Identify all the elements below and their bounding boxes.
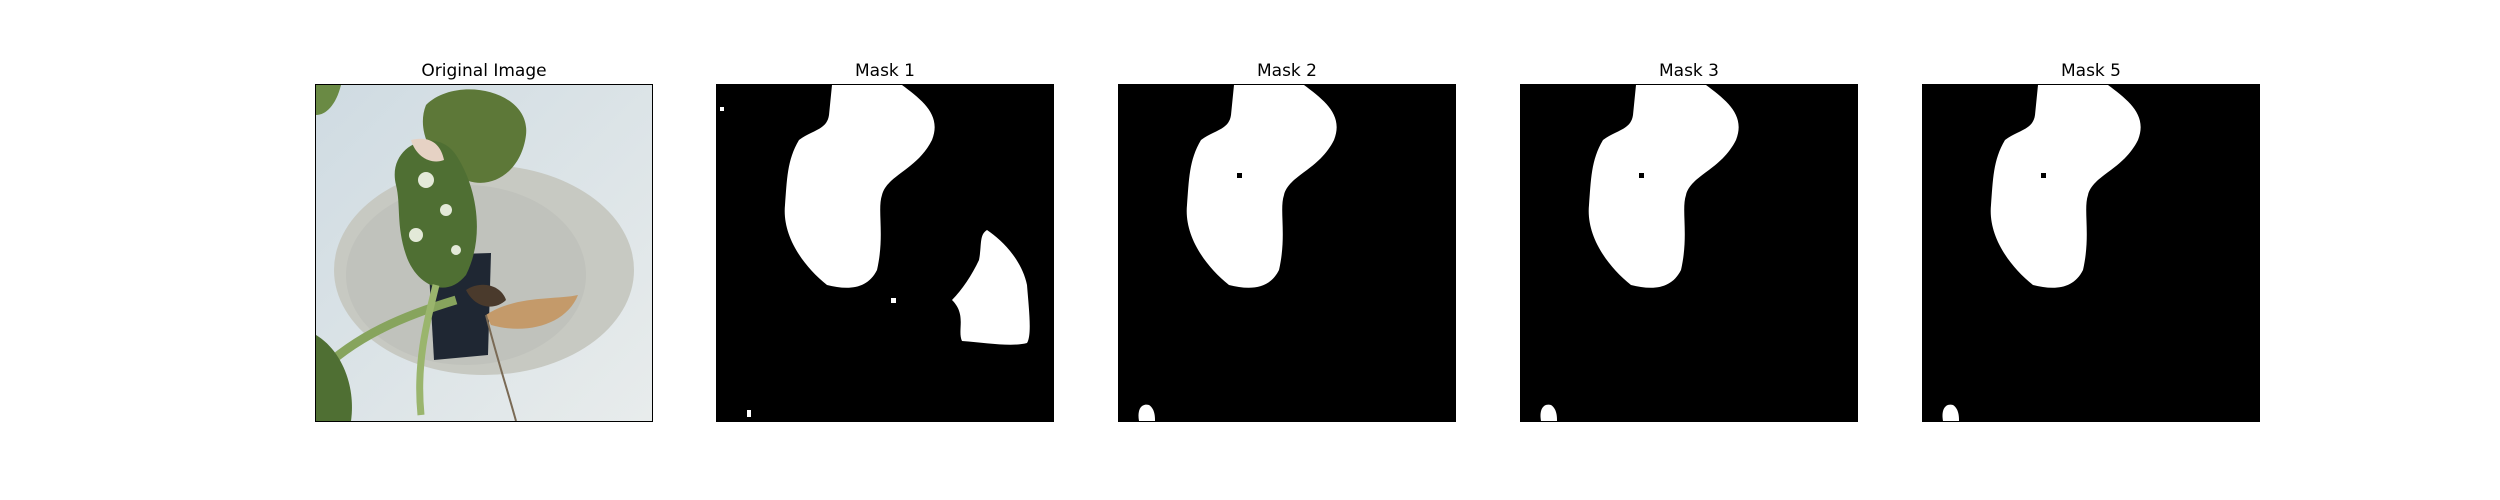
mask-1-image (716, 84, 1054, 422)
panel-title: Original Image (421, 61, 547, 81)
mask-3-image (1520, 84, 1858, 422)
panel-original-image: Original Image (315, 58, 653, 422)
mask-5-image (1922, 84, 2260, 422)
original-photo (315, 84, 653, 422)
panel-mask-1: Mask 1 (716, 58, 1054, 422)
panel-title: Mask 2 (1256, 61, 1317, 81)
mask-2-image (1118, 84, 1456, 422)
panel-title: Mask 5 (2060, 61, 2121, 81)
panel-mask-5: Mask 5 (1922, 58, 2260, 422)
panel-mask-2: Mask 2 (1118, 58, 1456, 422)
panel-mask-3: Mask 3 (1520, 58, 1858, 422)
panel-title: Mask 3 (1658, 61, 1719, 81)
panel-title: Mask 1 (854, 61, 915, 81)
